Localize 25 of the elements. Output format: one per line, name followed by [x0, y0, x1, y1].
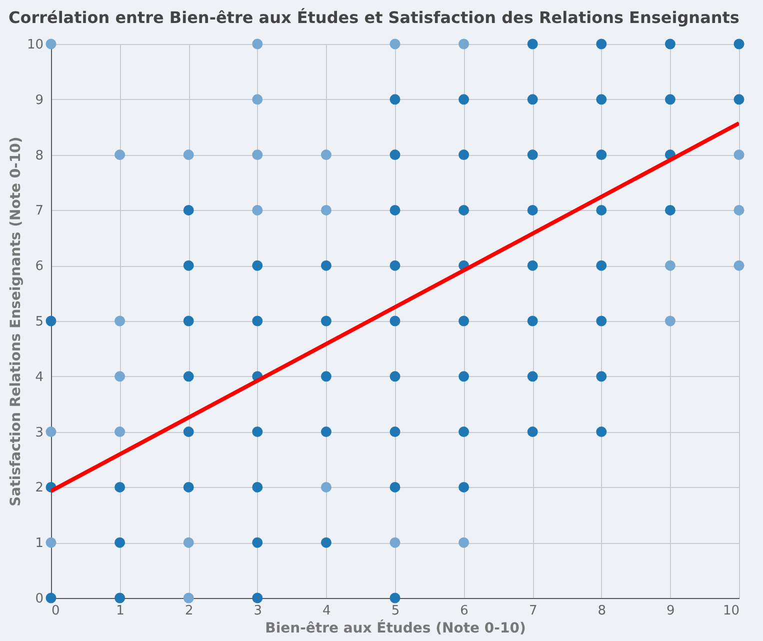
y-tick-label: 6: [35, 259, 44, 274]
x-tick-label: 3: [254, 604, 262, 618]
x-axis-title: Bien-être aux Études (Note 0-10): [265, 620, 526, 636]
x-tick-label: 8: [598, 604, 606, 618]
x-tick-label: 1: [116, 604, 124, 618]
y-tick-label: 2: [35, 480, 44, 496]
x-tick-label: 7: [528, 604, 538, 618]
y-axis-title: Satisfaction Relations Enseignants (Note 0-10): [8, 136, 24, 506]
y-tick-label: 1: [35, 536, 44, 552]
y-tick-label: 8: [35, 148, 44, 164]
x-tick-label: 2: [184, 604, 194, 618]
x-tick-label: 10: [722, 604, 740, 618]
x-tick-label: 0: [52, 604, 60, 618]
y-tick-label: 9: [35, 92, 44, 108]
y-tick-label: 0: [35, 592, 44, 606]
x-tick-label: 6: [460, 604, 468, 618]
x-tick-label: 9: [666, 604, 675, 618]
x-tick-label: 5: [391, 604, 400, 618]
y-tick-label: 10: [26, 38, 44, 52]
chart-title: Corrélation entre Bien-être aux Études et Satisfaction des Relations Enseignants: [8, 8, 740, 27]
y-tick-label: 5: [35, 314, 44, 330]
y-tick-label: 3: [35, 425, 44, 440]
x-tick-label: 4: [322, 604, 331, 618]
y-tick-label: 7: [35, 204, 44, 219]
y-tick-label: 4: [35, 370, 44, 385]
